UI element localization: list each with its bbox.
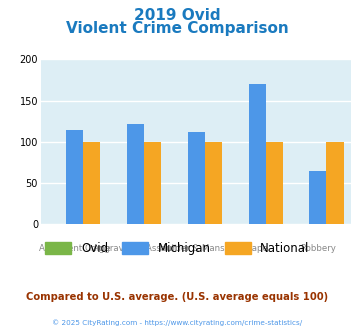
Bar	[266, 142, 283, 224]
Text: Robbery: Robbery	[300, 244, 336, 253]
Bar	[66, 129, 83, 224]
Text: Violent Crime Comparison: Violent Crime Comparison	[66, 21, 289, 36]
Bar	[310, 171, 327, 224]
Bar	[127, 124, 144, 224]
Text: 2019 Ovid: 2019 Ovid	[134, 8, 221, 23]
Bar	[205, 142, 222, 224]
Text: Compared to U.S. average. (U.S. average equals 100): Compared to U.S. average. (U.S. average …	[26, 292, 329, 302]
Bar	[144, 142, 161, 224]
Bar	[248, 84, 266, 224]
Text: © 2025 CityRating.com - https://www.cityrating.com/crime-statistics/: © 2025 CityRating.com - https://www.city…	[53, 319, 302, 326]
Text: All Violent Crime: All Violent Crime	[38, 244, 110, 253]
Text: Murder & Mans...: Murder & Mans...	[159, 244, 233, 253]
Legend: Ovid, Michigan, National: Ovid, Michigan, National	[41, 237, 314, 260]
Bar	[83, 142, 100, 224]
Text: Aggravated Assault: Aggravated Assault	[93, 244, 178, 253]
Bar	[187, 132, 205, 224]
Text: Rape: Rape	[246, 244, 268, 253]
Bar	[327, 142, 344, 224]
